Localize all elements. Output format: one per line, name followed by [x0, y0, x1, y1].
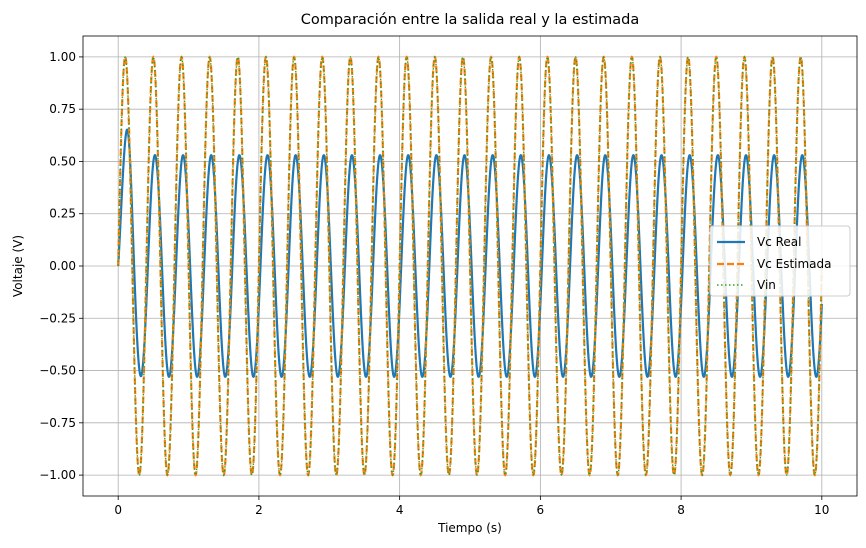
x-axis-title: Tiempo (s) [437, 521, 502, 535]
y-tick-label: −0.50 [39, 364, 76, 378]
y-tick-label: 0.75 [49, 102, 76, 116]
legend: Vc Real Vc Estimada Vin [709, 225, 851, 297]
x-tick-label: 8 [677, 503, 685, 517]
y-tick-label: 1.00 [49, 50, 76, 64]
series-layer [117, 55, 823, 477]
x-tick-label: 0 [114, 503, 122, 517]
y-tick-label: 0.50 [49, 154, 76, 168]
chart-title: Comparación entre la salida real y la es… [301, 12, 640, 28]
y-tick-label: 0.00 [49, 259, 76, 273]
y-tick-label: 0.25 [49, 207, 76, 221]
y-axis-ticks: 1.00 0.75 0.50 0.25 0.00 −0.25 −0.50 −0.75 −1.00 [39, 50, 83, 482]
y-tick-label: −0.25 [39, 311, 76, 325]
legend-label-vin: Vin [757, 278, 776, 292]
y-tick-label: −0.75 [39, 416, 76, 430]
x-tick-label: 4 [396, 503, 404, 517]
legend-label-vc-real: Vc Real [757, 235, 802, 249]
y-tick-label: −1.00 [39, 468, 76, 482]
series-line-vin [117, 55, 823, 477]
y-axis-title: Voltaje (V) [11, 235, 25, 297]
x-axis-ticks: 0 2 4 6 8 10 [114, 496, 829, 517]
legend-label-vc-estimada: Vc Estimada [757, 257, 832, 271]
x-tick-label: 6 [537, 503, 545, 517]
x-tick-label: 10 [814, 503, 829, 517]
series-line-vc-real [117, 128, 823, 378]
legend-box [709, 225, 851, 297]
x-tick-label: 2 [255, 503, 263, 517]
